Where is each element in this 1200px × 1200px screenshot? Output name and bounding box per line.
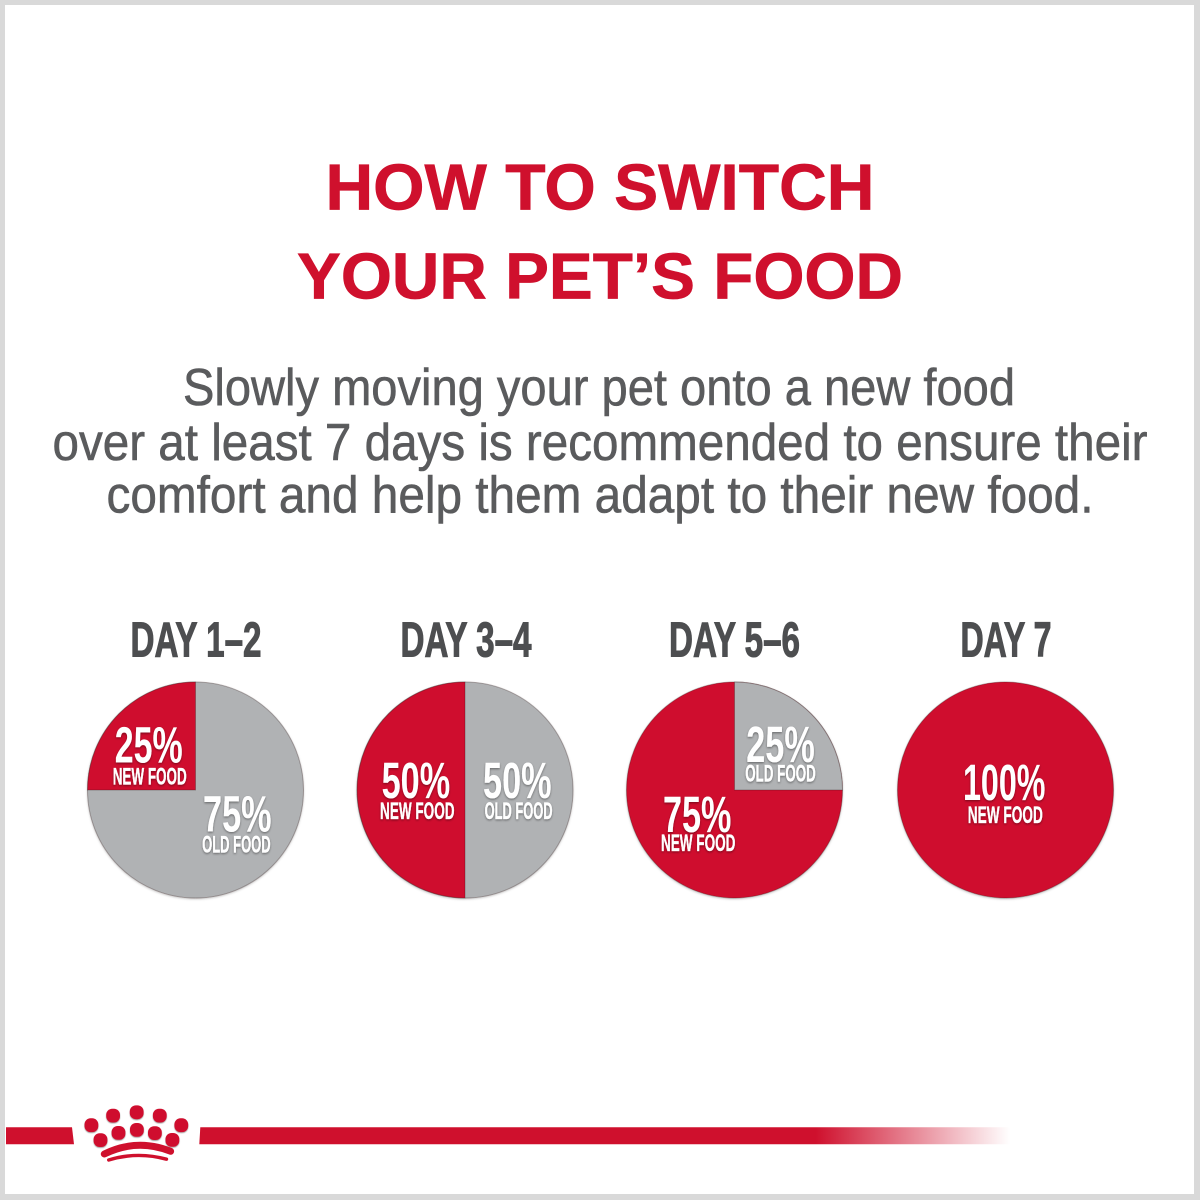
svg-text:NEW FOOD: NEW FOOD <box>661 830 736 857</box>
svg-text:25%: 25% <box>115 717 183 774</box>
svg-text:NEW FOOD: NEW FOOD <box>380 798 455 825</box>
svg-text:DAY 3–4: DAY 3–4 <box>401 614 532 668</box>
svg-text:over at least 7 days is recomm: over at least 7 days is recommended to e… <box>53 414 1148 472</box>
svg-text:50%: 50% <box>483 752 552 809</box>
svg-text:25%: 25% <box>746 716 815 773</box>
svg-text:DAY 5–6: DAY 5–6 <box>669 614 800 668</box>
svg-text:OLD FOOD: OLD FOOD <box>485 798 553 825</box>
svg-text:YOUR PET’S FOOD: YOUR PET’S FOOD <box>297 240 903 313</box>
svg-text:Slowly moving your pet onto a: Slowly moving your pet onto a new food <box>183 359 1015 417</box>
svg-text:OLD FOOD: OLD FOOD <box>745 761 816 788</box>
svg-text:NEW FOOD: NEW FOOD <box>113 764 187 791</box>
svg-text:NEW FOOD: NEW FOOD <box>968 802 1043 829</box>
svg-text:75%: 75% <box>663 786 732 843</box>
svg-text:50%: 50% <box>382 752 451 809</box>
svg-text:OLD FOOD: OLD FOOD <box>202 832 271 859</box>
svg-text:75%: 75% <box>203 786 272 843</box>
svg-text:HOW TO SWITCH: HOW TO SWITCH <box>326 151 875 224</box>
svg-text:100%: 100% <box>963 754 1046 811</box>
svg-text:DAY 7: DAY 7 <box>961 614 1052 668</box>
svg-text:DAY 1–2: DAY 1–2 <box>131 614 262 668</box>
svg-text:comfort and help them adapt to: comfort and help them adapt to their new… <box>107 467 1094 525</box>
